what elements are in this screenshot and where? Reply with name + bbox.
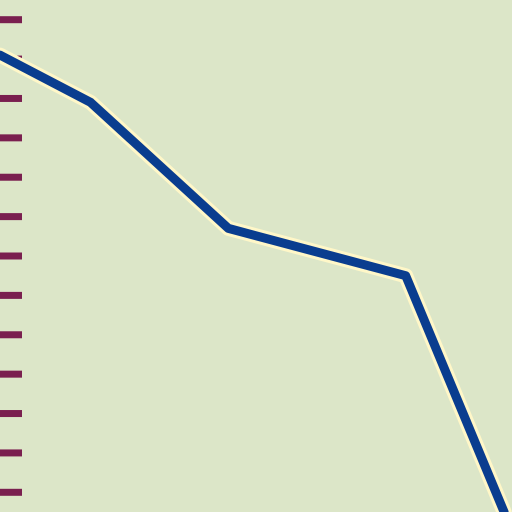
y-tick-6	[0, 252, 22, 260]
y-tick-5	[0, 291, 22, 299]
y-tick-1	[0, 449, 22, 457]
y-tick-0	[0, 488, 22, 496]
y-tick-7	[0, 213, 22, 221]
series-line-0	[0, 50, 509, 512]
y-tick-9	[0, 134, 22, 142]
y-tick-8	[0, 173, 22, 181]
y-tick-12	[0, 16, 22, 24]
series-group	[0, 47, 512, 512]
y-tick-3	[0, 370, 22, 378]
y-tick-10	[0, 94, 22, 102]
y-tick-2	[0, 410, 22, 418]
y-tick-4	[0, 331, 22, 339]
